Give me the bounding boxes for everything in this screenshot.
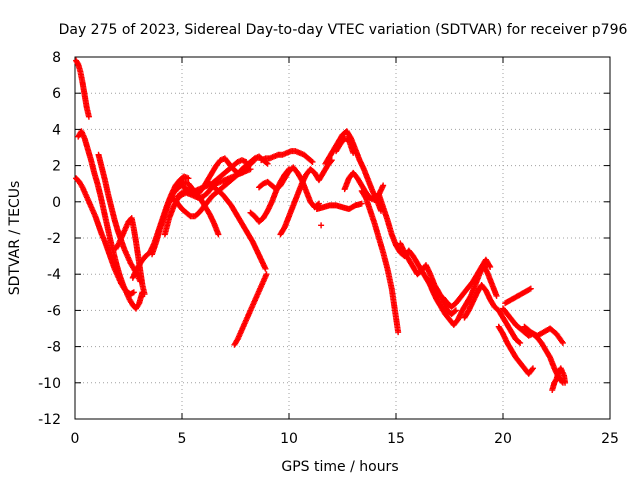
y-tick-label: 8 <box>52 50 61 66</box>
data-point <box>250 158 257 165</box>
data-point <box>562 379 569 386</box>
series-track-3 <box>75 128 146 312</box>
data-point <box>251 157 258 164</box>
data-point <box>487 263 494 270</box>
data-point <box>309 158 316 165</box>
y-tick-label: -12 <box>38 412 61 428</box>
data-point <box>452 307 459 314</box>
data-point <box>85 113 92 120</box>
series-track-22 <box>341 169 387 203</box>
data-point <box>130 289 137 296</box>
series-track-16 <box>247 166 292 225</box>
data-point <box>141 291 148 298</box>
data-point <box>318 222 325 229</box>
y-tick-label: 0 <box>52 195 61 211</box>
data-point <box>493 292 500 299</box>
series-track-18 <box>313 200 365 213</box>
y-tick-label: 2 <box>52 159 61 175</box>
series-track-33 <box>549 365 569 394</box>
data-point <box>264 160 271 167</box>
data-point <box>516 339 523 346</box>
data-point <box>529 365 536 372</box>
data-point <box>517 339 524 346</box>
y-tick-label: 6 <box>52 86 61 102</box>
x-tick-label: 5 <box>178 431 187 447</box>
x-axis-label: GPS time / hours <box>281 459 398 475</box>
x-tick-label: 10 <box>280 431 298 447</box>
data-point <box>285 167 292 174</box>
series-track-21 <box>333 135 357 156</box>
series-track-23 <box>358 187 402 336</box>
data-point <box>308 158 315 165</box>
series-track-29 <box>495 323 536 377</box>
series-track-1 <box>73 57 92 120</box>
series-track-13 <box>231 271 270 348</box>
x-tick-label: 20 <box>494 431 512 447</box>
series-track-19 <box>318 222 325 229</box>
data-point <box>350 149 357 156</box>
data-point <box>185 175 192 182</box>
series-track-28 <box>461 282 524 346</box>
data-point <box>486 262 493 269</box>
data-point <box>380 182 387 189</box>
y-tick-label: 4 <box>52 122 61 138</box>
series-track-12 <box>206 180 269 272</box>
data-point <box>527 285 534 292</box>
series-track-32 <box>521 323 566 346</box>
data-point <box>262 265 269 272</box>
tick-labels: 0 5 10 15 20 25 -12 -10 -8 -6 -4 -2 0 2 4 6 8 <box>38 50 619 447</box>
data-point <box>215 231 222 238</box>
y-tick-label: -8 <box>47 340 61 356</box>
y-tick-label: -2 <box>47 231 61 247</box>
data-point <box>559 338 566 345</box>
series-track-17 <box>277 157 335 238</box>
data-point <box>358 200 365 207</box>
x-tick-label: 15 <box>387 431 405 447</box>
x-tick-label: 25 <box>601 431 619 447</box>
data-point <box>263 271 270 278</box>
series-track-11 <box>174 155 258 200</box>
data-point <box>286 166 292 173</box>
tick-marks <box>74 56 611 420</box>
series-track-14 <box>258 148 316 165</box>
y-tick-label: -4 <box>47 267 61 283</box>
x-tick-label: 0 <box>71 431 80 447</box>
data-point <box>451 308 458 315</box>
series-track-30 <box>500 305 566 386</box>
y-tick-label: -10 <box>38 376 61 392</box>
data-point <box>529 366 536 373</box>
data-point <box>395 329 402 336</box>
series-track-31 <box>502 285 534 307</box>
series-track-27 <box>440 256 494 310</box>
series-track-25 <box>397 240 459 318</box>
data-points <box>73 57 569 394</box>
y-axis-label: SDTVAR / TECUs <box>7 181 23 296</box>
y-tick-label: -6 <box>47 303 61 319</box>
chart-title: Day 275 of 2023, Sidereal Day-to-day VTE… <box>59 22 628 38</box>
data-point <box>526 286 533 293</box>
data-point <box>559 339 566 346</box>
